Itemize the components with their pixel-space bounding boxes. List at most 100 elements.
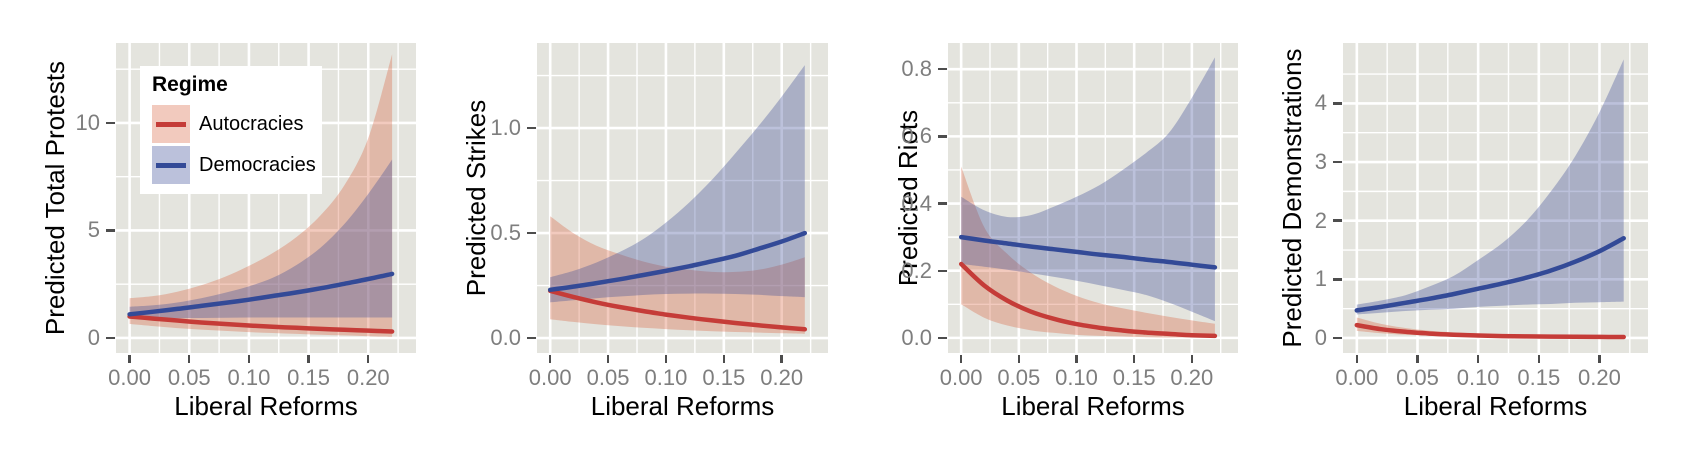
y-tick-mark [527,126,536,130]
y-tick-label: 5 [87,217,100,243]
democracies-confidence-band [129,159,393,319]
x-tick-mark [128,355,131,363]
x-tick-mark [1190,355,1194,363]
democracies-confidence-band [550,65,805,303]
x-tick-label: 0.00 [939,365,983,390]
y-tick-label: 0.0 [901,324,932,350]
x-tick-mark [664,355,668,363]
legend-title: Regime [152,73,228,96]
democracies-key-swatch [152,146,190,184]
panel-predicted-total-protests: Predicted Total Protests 0 5 10 0.00 0.05 0.1… [0,0,424,458]
panel-predicted-strikes: Predicted Strikes 0.0 0.5 1.0 0.00 0.05 0.10 0… [424,0,848,458]
autocracies-prediction-line [547,288,808,332]
x-axis-title: Liberal Reforms [590,391,775,421]
democracies-prediction-line [127,271,395,317]
legend-item-label: Democracies [199,153,316,176]
x-tick-mark [1017,355,1021,363]
x-tick-mark [188,355,191,363]
y-tick-label: 1 [1314,266,1327,292]
x-axis-title: Liberal Reforms [174,391,358,421]
panel-background [1343,43,1648,353]
x-axis-title: Liberal Reforms [1001,391,1185,421]
y-tick-mark [938,67,947,71]
y-tick-label: 2 [1314,207,1327,233]
legend-item-label: Autocracies [199,112,304,135]
plot-area-demonstrations [1343,43,1648,353]
x-tick-label: 0.15 [1112,365,1156,390]
x-tick-label: 0.05 [167,365,211,390]
democracies-confidence-band [961,57,1215,322]
x-tick-label: 0.10 [1456,365,1500,390]
x-tick-mark [722,355,725,363]
y-tick-mark [106,229,115,232]
x-tick-label: 0.15 [702,365,746,390]
x-tick-label: 0.20 [1578,365,1621,390]
democracies-prediction-line [1354,236,1626,313]
y-tick-label: 0 [87,324,100,350]
panel-background [948,43,1238,353]
plot-area-riots [948,43,1238,353]
x-tick-mark [780,355,783,363]
autocracies-prediction-line [958,261,1218,339]
x-tick-label: 0.20 [346,365,390,390]
y-tick-mark [106,121,115,125]
x-axis-title: Liberal Reforms [1403,391,1588,421]
x-tick-label: 0.15 [1517,365,1561,390]
y-tick-mark [106,336,115,340]
x-tick-label: 0.00 [528,365,572,390]
autocracies-confidence-band [961,166,1215,338]
y-tick-mark [1333,160,1342,164]
x-tick-mark [1355,355,1359,363]
x-tick-mark [1132,355,1136,363]
y-tick-label: 0.4 [901,190,932,216]
x-tick-label: 0.00 [1335,365,1379,390]
autocracies-key-line [156,122,186,127]
y-axis-title-strikes: Predicted Strikes [461,99,491,297]
y-tick-mark [527,336,536,340]
x-tick-label: 0.10 [644,365,688,390]
y-tick-label: 4 [1314,90,1327,116]
legend-item-democracies: Democracies [152,146,316,184]
y-tick-mark [1333,278,1342,281]
x-tick-mark [548,355,552,363]
y-tick-mark [938,135,947,138]
legend-item-autocracies: Autocracies [152,105,316,143]
y-tick-mark [938,202,947,205]
x-tick-label: 0.15 [287,365,330,390]
democracies-prediction-line [547,230,808,293]
y-tick-label: 3 [1314,149,1327,175]
x-tick-label: 0.00 [108,365,151,390]
x-tick-label: 0.10 [1055,365,1098,390]
x-tick-mark [247,355,251,363]
x-tick-label: 0.10 [227,365,271,390]
autocracies-key-swatch [152,105,190,143]
legend: Regime Autocracies Democracies [140,66,322,194]
y-tick-label: 0.0 [490,325,521,351]
x-tick-mark [1476,355,1480,363]
x-tick-label: 0.05 [1396,365,1439,390]
x-tick-label: 0.05 [586,365,630,390]
x-tick-mark [307,355,310,363]
y-tick-mark [1333,102,1342,105]
y-tick-label: 0.5 [490,220,521,246]
x-tick-mark [367,355,370,363]
x-tick-mark [1537,355,1540,363]
x-tick-label: 0.05 [997,365,1041,390]
y-tick-label: 0.8 [901,56,932,82]
panel-predicted-demonstrations: Predicted Demonstrations 0 1 2 3 4 0.00 0.05 0.… [1272,0,1696,458]
y-tick-label: 10 [75,109,100,135]
x-tick-mark [606,355,610,363]
democracies-prediction-line [958,234,1218,270]
y-tick-mark [938,269,947,272]
x-tick-mark [1416,355,1419,363]
y-tick-label: 1.0 [490,115,521,141]
y-tick-label: 0.2 [901,257,932,283]
y-tick-mark [938,336,947,340]
y-tick-mark [1333,219,1342,222]
y-tick-mark [1333,336,1342,340]
panel-predicted-riots: Predicted Riots 0.0 0.2 0.4 0.6 0.8 0.00 0.05 0… [848,0,1272,458]
autocracies-prediction-line [127,314,395,334]
democracies-confidence-band [1356,59,1624,315]
x-tick-mark [959,355,963,363]
